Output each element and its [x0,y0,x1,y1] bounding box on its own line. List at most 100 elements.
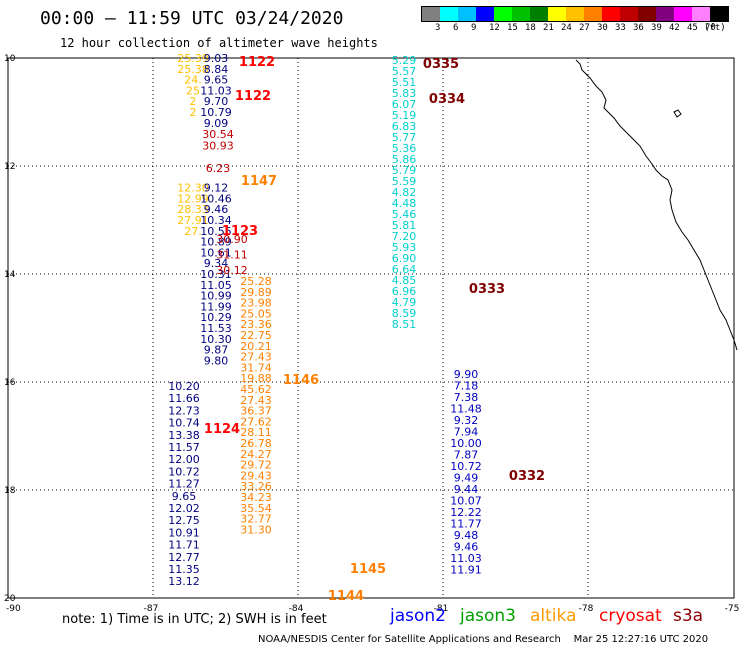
wave-height-value: 5.81 [392,219,417,232]
wave-height-value: 10.61 [200,246,232,259]
wave-height-value: 7.94 [454,426,479,439]
wave-height-value: 27. [184,225,202,238]
wave-height-value: 12.77 [168,551,200,564]
wave-height-value: 8.59 [392,307,417,320]
legend-swatch [566,7,584,21]
wave-height-value: 5.83 [392,87,417,100]
y-tick-label: 14 [4,270,16,280]
pass-time-label: 0332 [509,469,545,484]
credit-line: NOAA/NESDIS Center for Satellite Applica… [258,634,709,645]
wave-height-value: 31.11 [216,249,248,262]
wave-height-value: 11.35 [168,563,200,576]
legend-tick-label: 12 [489,23,500,33]
pass-time-label: 1144 [328,589,364,604]
wave-height-value: 10.74 [168,417,200,430]
wave-height-value: 12.73 [168,404,200,417]
pass-time-label: 0333 [469,282,505,297]
wave-height-value: 25 [186,84,200,97]
wave-height-value: 12.02 [168,502,200,515]
legend-swatch [548,7,566,21]
pass-time-label: 1122 [239,55,275,70]
wave-height-value: 10.91 [168,526,200,539]
wave-height-value: 9.65 [172,490,197,503]
wave-height-value: 30.93 [202,139,234,152]
wave-height-value: 4.85 [392,274,417,287]
legend-swatch [422,7,440,21]
wave-height-value: 12.00 [168,453,200,466]
y-tick-label: 10 [4,54,16,64]
wave-height-value: 32.77 [240,513,272,526]
satellite-label-altika: altika [530,606,577,626]
wave-height-value: 25.39 [177,52,209,65]
legend-tick-label: 9 [471,23,477,33]
legend-swatch [530,7,548,21]
pass-time-label: 1147 [241,174,277,189]
wave-height-value: 5.46 [392,208,417,221]
wave-height-value: 11.91 [450,564,482,577]
x-tick-label: -90 [6,604,21,614]
wave-height-value: 9.49 [454,472,479,485]
wave-height-value: 11.71 [168,539,200,552]
wave-height-value: 28.11 [240,426,272,439]
wave-height-value: 27.43 [240,394,272,407]
wave-height-value: 7.87 [454,449,479,462]
pass-time-label: 1124 [204,422,240,437]
coastline [575,59,738,351]
wave-height-value: 10.79 [200,106,232,119]
wave-height-value: 19.88 [240,372,272,385]
y-tick-label: 20 [4,594,16,604]
wave-height-value: 8.84 [204,63,229,76]
wave-height-value: 7.18 [454,380,479,393]
x-tick-label: -78 [579,604,594,614]
legend-units: (ft) [704,23,726,33]
wave-height-value: 27.91 [177,214,209,227]
wave-height-value: 12.22 [450,506,482,519]
wave-height-value: 6.90 [392,252,417,265]
wave-height-value: 5.79 [392,164,417,177]
wave-height-value: 22.75 [240,329,272,342]
wave-height-value: 25.38 [177,63,209,76]
wave-height-value: 6.83 [392,120,417,133]
wave-height-value: 10.72 [168,465,200,478]
wave-height-value: 11.53 [200,322,232,335]
footnote: note: 1) Time is in UTC; 2) SWH is in fe… [62,612,327,627]
wave-height-value: 9.03 [204,52,229,65]
wave-height-value: 9.34 [204,257,229,270]
legend-swatch [494,7,512,21]
plot-frame [7,57,735,599]
wave-height-value: 10.72 [450,460,482,473]
pass-time-labels: 1122 1122 1147 1123 1146 1124 1145 1144 0335 0334… [204,55,545,604]
legend-tick-label: 36 [633,23,644,33]
wave-height-value: 13.38 [168,429,200,442]
x-tick-label: -87 [144,604,159,614]
wave-height-value: 30.12 [216,264,248,277]
pass-time-label: 1123 [222,224,258,239]
wave-height-value: 9.80 [204,354,229,367]
satellite-label-s3a: s3a [673,606,704,626]
legend-swatch [458,7,476,21]
wave-height-value: 9.65 [204,74,229,87]
legend-tick-label: 24 [561,23,572,33]
wave-height-value: 5.29 [392,54,417,67]
wave-height-value: 25.28 [240,275,272,288]
legend-swatch [620,7,638,21]
satellite-label-jason2: jason2 [390,606,446,626]
wave-height-value: 29.43 [240,469,272,482]
wave-height-value: 11.03 [200,84,232,97]
wave-height-value: 5.51 [392,76,417,89]
wave-height-value: 2 [190,95,197,108]
wave-height-value: 5.57 [392,65,417,78]
wave-height-value: 10.46 [200,192,232,205]
wave-height-value: 11.05 [200,279,232,292]
wave-height-value: 10.89 [200,236,232,249]
wave-height-value: 29.72 [240,459,272,472]
legend-tick-label: 42 [669,23,680,33]
wave-height-value: 26.78 [240,437,272,450]
x-tick-label: -84 [289,604,304,614]
wave-height-value: 7.20 [392,230,417,243]
wave-height-value: 9.46 [454,541,479,554]
wave-height-value: 10.07 [450,495,482,508]
legend-tick-label: 70 [705,23,716,33]
legend-swatch [476,7,494,21]
island-outline [673,109,682,118]
